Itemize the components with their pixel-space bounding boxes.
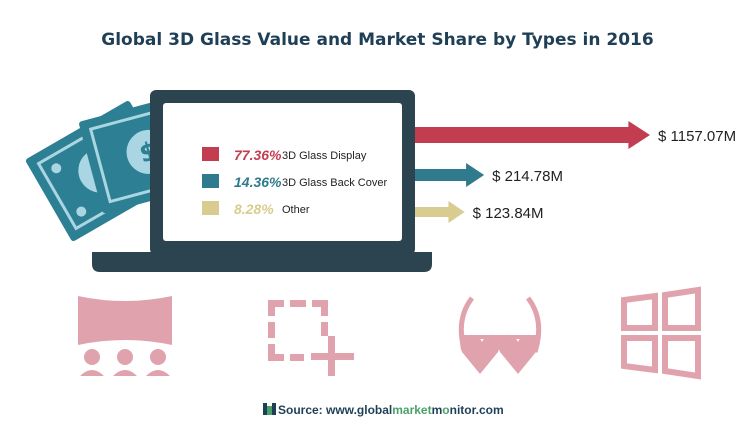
- legend-swatch-0: [202, 147, 219, 161]
- value-arrows: $ 1157.07M $ 214.78M $ 123.84M: [410, 121, 736, 223]
- globalmarketmonitor-logo-icon: [263, 403, 276, 415]
- legend-label-0: 3D Glass Display: [282, 150, 367, 162]
- source-credit: Source: www.globalmarketmonitor.com: [263, 403, 504, 417]
- legend-label-2: Other: [282, 204, 310, 216]
- crop-add-icon: [268, 300, 354, 376]
- legend-swatch-2: [202, 201, 219, 215]
- windows-logo-icon: [621, 286, 701, 380]
- value-label-1: $ 214.78M: [492, 168, 563, 185]
- legend-share-1: 14.36%: [234, 174, 282, 190]
- source-text-suffix: nitor.com: [449, 403, 504, 417]
- legend-label-1: 3D Glass Back Cover: [282, 177, 387, 189]
- cinema-screen-icon: [78, 296, 172, 376]
- legend-swatch-1: [202, 174, 219, 188]
- legend-share-0: 77.36%: [234, 147, 282, 163]
- heart-glasses-icon: [458, 296, 542, 374]
- source-highlight-o: o: [442, 403, 450, 417]
- value-arrow-2: [410, 201, 465, 223]
- chart-title: Global 3D Glass Value and Market Share b…: [101, 30, 654, 50]
- value-label-2: $ 123.84M: [473, 205, 544, 222]
- source-highlight-market: market: [392, 403, 432, 417]
- value-label-0: $ 1157.07M: [658, 128, 736, 145]
- source-text-m: m: [431, 403, 443, 417]
- source-text: Source: www.global: [278, 403, 393, 417]
- value-arrow-0: [410, 121, 650, 149]
- value-arrow-1: [410, 163, 485, 187]
- legend-share-2: 8.28%: [234, 201, 274, 217]
